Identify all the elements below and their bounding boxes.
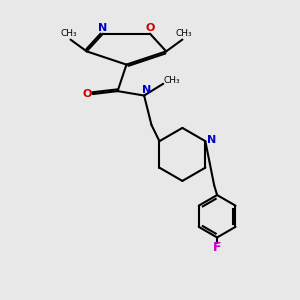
Text: O: O xyxy=(145,23,155,33)
Text: N: N xyxy=(207,135,216,145)
Text: CH₃: CH₃ xyxy=(61,28,77,38)
Text: F: F xyxy=(213,241,221,254)
Text: N: N xyxy=(142,85,151,95)
Text: CH₃: CH₃ xyxy=(163,76,180,85)
Text: N: N xyxy=(98,23,107,33)
Text: O: O xyxy=(82,89,92,99)
Text: CH₃: CH₃ xyxy=(176,28,192,38)
